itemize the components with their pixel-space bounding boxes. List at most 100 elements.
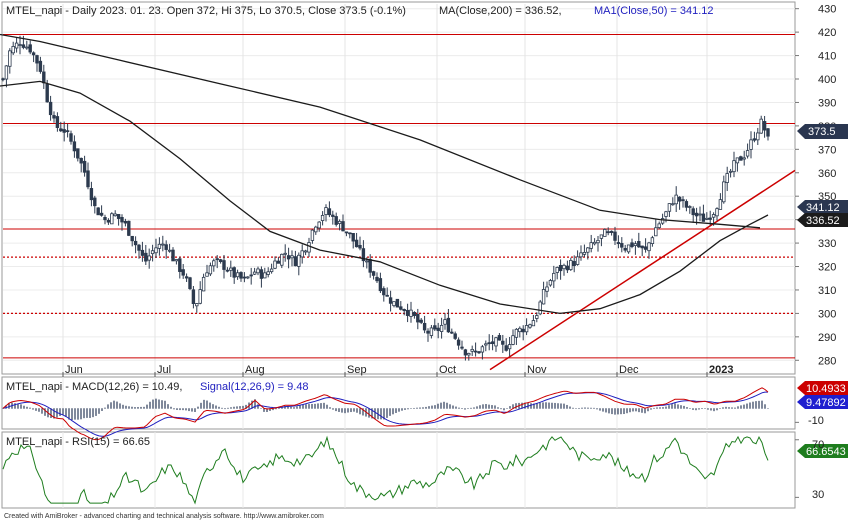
candle-body [725,173,729,183]
candle-body [728,170,733,173]
candle [154,238,158,258]
svg-text:10.4933: 10.4933 [806,383,846,395]
candle [586,246,590,260]
candle-body [55,116,60,128]
candle-body [589,242,593,249]
candle [195,302,199,313]
candle-body [405,309,410,316]
candle-body [52,115,56,119]
candle-body [215,258,219,261]
candle [759,115,763,134]
candle-body [739,156,743,161]
ma50-label: MA1(Close,50) = 341.12 [594,5,714,17]
x-tick-label: Dec [619,364,639,376]
candle-body [538,301,542,315]
candle [307,237,311,258]
candle [626,244,631,254]
candle [657,221,661,229]
candle [409,301,413,323]
candle-body [514,328,519,338]
candle [310,229,315,244]
candle [157,237,162,256]
candle-body [382,288,386,296]
candle [562,263,566,276]
candle-body [691,208,695,216]
candle-body [11,46,15,54]
candle-body [59,128,63,132]
candle-body [201,276,206,292]
candle-body [654,227,658,237]
candle [354,232,359,248]
candle [484,340,488,352]
candle-body [660,218,665,224]
candle-body [429,327,434,336]
candle [385,287,389,297]
candle-body [385,294,389,297]
candle-body [419,319,423,323]
candle [99,205,104,217]
candle [89,181,94,207]
candle-body [161,243,165,246]
candle-body [65,130,70,133]
candle-body [79,157,83,164]
candle-body [28,44,32,53]
candle-body [99,212,104,216]
candle-body [25,46,29,49]
candle [242,272,247,283]
candle [293,250,298,267]
candle [677,196,682,210]
candle-body [280,253,284,266]
candle [701,204,706,222]
candle-body [123,220,128,224]
candle [337,219,342,231]
ma50-tag: 341.12 [797,200,848,214]
candle [575,250,580,266]
candle [273,256,277,270]
candle-body [188,277,192,290]
rsi-tick-label: 70 [812,439,824,451]
candle [623,244,627,253]
candle [446,308,451,333]
candle-body [759,118,763,134]
candle-body [113,213,117,217]
candle [643,238,648,253]
candle [191,286,196,309]
candle-body [256,268,260,274]
y-tick-label: 370 [818,144,836,156]
candle [541,281,546,305]
candle [762,115,767,138]
candle [514,328,519,345]
x-tick-label: 2023 [709,364,733,376]
candle-body [150,250,155,255]
candle [388,290,393,312]
candle [167,243,172,253]
candle-body [416,313,420,323]
candle-body [647,242,651,252]
candle-body [718,199,723,210]
candle-body [154,247,158,254]
candle [640,245,644,257]
candle-body [494,337,498,347]
candle-body [742,157,746,160]
candle-body [657,223,661,228]
candle-body [439,324,444,332]
macd-label: MTEL_napi - MACD(12,26) = 10.49, [6,381,182,393]
candle [65,123,70,138]
candle-body [735,157,740,164]
candle [25,40,29,50]
candle-body [674,194,678,205]
candle [545,281,549,298]
candle-body [548,280,553,286]
candle-body [269,268,274,273]
candle-body [569,260,573,270]
candle-body [127,220,131,236]
candle [348,232,352,239]
candle [718,193,723,210]
candle [589,234,593,253]
candle-body [266,271,270,275]
candle-body [358,244,362,249]
candle [460,340,464,350]
candle-body [511,335,515,345]
candle-body [664,211,668,217]
candle-body [348,232,352,235]
